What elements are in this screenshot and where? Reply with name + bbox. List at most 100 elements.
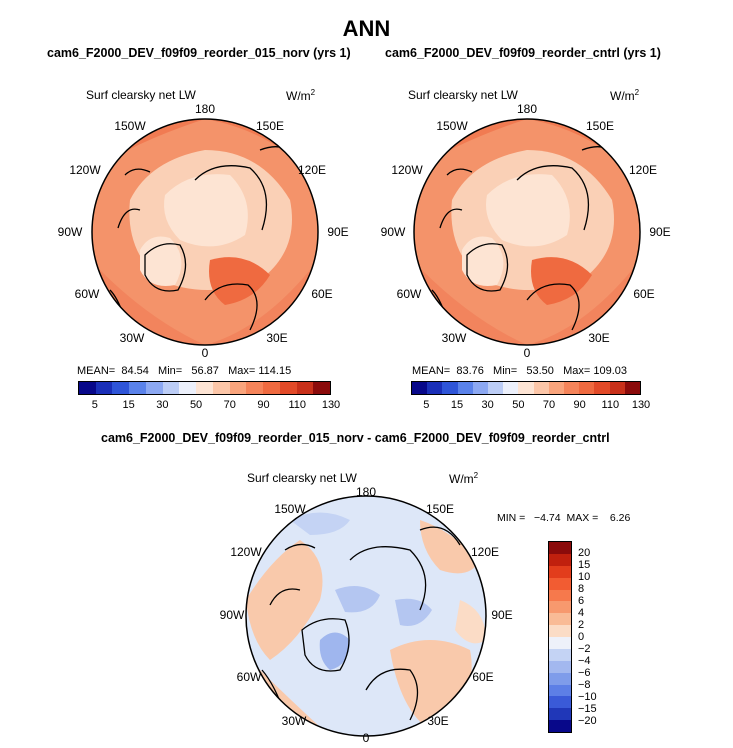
colorbar-tick-label: 130	[631, 399, 651, 411]
colorbar-swatch	[533, 382, 549, 394]
diff-colorbar-tick-label: 2	[578, 619, 585, 631]
diff-map-border	[245, 495, 487, 737]
colorbar-swatch	[427, 382, 443, 394]
panel2-lon-150w: 150W	[436, 119, 468, 133]
panel1-map-border	[91, 118, 319, 346]
diff-warm-region-west	[246, 540, 323, 660]
diff-lon-30w: 30W	[281, 714, 307, 728]
diff-lon-180: 180	[355, 485, 377, 499]
panel2-lon-90e: 90E	[649, 225, 671, 239]
diff-colorbar-tick-label: −15	[578, 703, 597, 715]
diff-warm-region-pacific	[420, 520, 480, 574]
colorbar-swatch	[296, 382, 314, 394]
diff-colorbar-swatch	[549, 601, 571, 614]
panel1-lon-60e: 60E	[311, 287, 333, 301]
diff-lon-30e: 30E	[427, 714, 449, 728]
diff-colorbar-swatch	[549, 660, 571, 673]
panel1-stats: MEAN= 84.54 Min= 56.87 Max= 114.15	[77, 365, 292, 377]
diff-lon-0: 0	[362, 731, 370, 745]
colorbar-swatch	[548, 382, 565, 394]
colorbar-swatch	[279, 382, 297, 394]
colorbar-swatch	[488, 382, 504, 394]
panel1-lon-60w: 60W	[74, 287, 100, 301]
diff-colorbar-ticks: 20 15 10 8 6 4 2 0 −2 −4 −6 −8 −10 −15 −20	[578, 541, 618, 733]
panel2-colorbar	[411, 381, 641, 395]
diff-colorbar-swatch	[549, 672, 571, 685]
panel2-lon-120w: 120W	[391, 163, 423, 177]
colorbar-swatch	[624, 382, 641, 394]
panel2-lon-0: 0	[523, 346, 531, 360]
diff-colorbar-swatch	[549, 637, 571, 649]
colorbar-swatch	[95, 382, 113, 394]
diff-colorbar-swatch	[549, 684, 571, 697]
diff-lon-60w: 60W	[236, 670, 262, 684]
panel1-units: W/m2	[286, 88, 316, 103]
diff-colorbar-tick-label: −8	[578, 679, 591, 691]
colorbar-tick-label: 15	[122, 399, 135, 411]
colorbar-swatch	[112, 382, 130, 394]
colorbar-tick-label: 30	[156, 399, 169, 411]
panel2-title: cam6_F2000_DEV_f09f09_reorder_cntrl (yrs…	[385, 46, 661, 60]
colorbar-tick-label: 15	[450, 399, 464, 411]
colorbar-swatch	[594, 382, 610, 394]
diff-colorbar-swatch	[549, 625, 571, 637]
panel2-colorbar-ticks: 5 15 30 50 70 90 110 130	[411, 399, 650, 413]
diff-colorbar-tick-label: 4	[578, 607, 585, 619]
diff-lon-90e: 90E	[491, 608, 513, 622]
colorbar-tick-label: 50	[512, 399, 525, 411]
diff-minmax: MIN = −4.74 MAX = 6.26	[497, 512, 631, 524]
diff-colorbar-tick-label: 6	[578, 595, 585, 607]
colorbar-tick-label: 30	[481, 399, 494, 411]
diff-colorbar-swatch	[549, 708, 571, 721]
colorbar-swatch	[263, 382, 280, 394]
colorbar-swatch	[442, 382, 458, 394]
main-title: ANN	[342, 16, 391, 41]
panel2-lon-90w: 90W	[380, 225, 406, 239]
panel1-lon-0: 0	[201, 346, 209, 360]
panel1-lon-30e: 30E	[266, 331, 288, 345]
panel2-lon-30e: 30E	[588, 331, 610, 345]
colorbar-swatch	[564, 382, 580, 394]
diff-colorbar-tick-label: −2	[578, 643, 591, 655]
panel2-stats: MEAN= 83.76 Min= 53.50 Max= 109.03	[412, 365, 628, 377]
diff-colorbar-tick-label: 15	[578, 559, 591, 571]
colorbar-swatch	[579, 382, 595, 394]
diff-colorbar-swatch	[549, 648, 571, 661]
panel2-variable-label: Surf clearsky net LW	[408, 88, 518, 102]
panel2-lon-30w: 30W	[441, 331, 467, 345]
colorbar-swatch	[412, 382, 428, 394]
panel1-lon-90w: 90W	[57, 225, 83, 239]
panel1-lon-30w: 30W	[119, 331, 145, 345]
diff-colorbar-tick-label: −6	[578, 667, 591, 679]
panel1-lon-150e: 150E	[255, 119, 285, 133]
colorbar-swatch	[246, 382, 264, 394]
diff-colorbar-swatch	[549, 542, 571, 554]
colorbar-swatch	[503, 382, 519, 394]
panel2-greenland	[462, 236, 504, 286]
colorbar-swatch	[129, 382, 146, 394]
panel2-lon-150e: 150E	[585, 119, 615, 133]
panel1-arctic-cold-zone	[164, 174, 248, 247]
diff-colorbar-swatch	[549, 696, 571, 709]
panel1-lon-120w: 120W	[69, 163, 101, 177]
diff-units: W/m2	[449, 471, 479, 486]
colorbar-tick-label: 90	[257, 399, 270, 411]
colorbar-swatch	[79, 382, 96, 394]
colorbar-tick-label: 50	[189, 399, 203, 411]
colorbar-swatch	[609, 382, 625, 394]
diff-lon-90w: 90W	[219, 608, 245, 622]
diff-colorbar-tick-label: −20	[578, 715, 597, 727]
colorbar-tick-label: 70	[223, 399, 236, 411]
panel2-units: W/m2	[610, 88, 640, 103]
diff-colorbar-swatch	[549, 720, 571, 732]
diff-cold-region-greenland	[319, 632, 350, 670]
colorbar-tick-label: 110	[288, 399, 307, 411]
panel1-lon-150w: 150W	[114, 119, 146, 133]
diff-colorbar-swatch	[549, 613, 571, 626]
diff-colorbar-swatch	[549, 565, 571, 578]
diff-coastlines	[261, 526, 461, 721]
diff-colorbar-tick-label: 20	[578, 547, 591, 559]
